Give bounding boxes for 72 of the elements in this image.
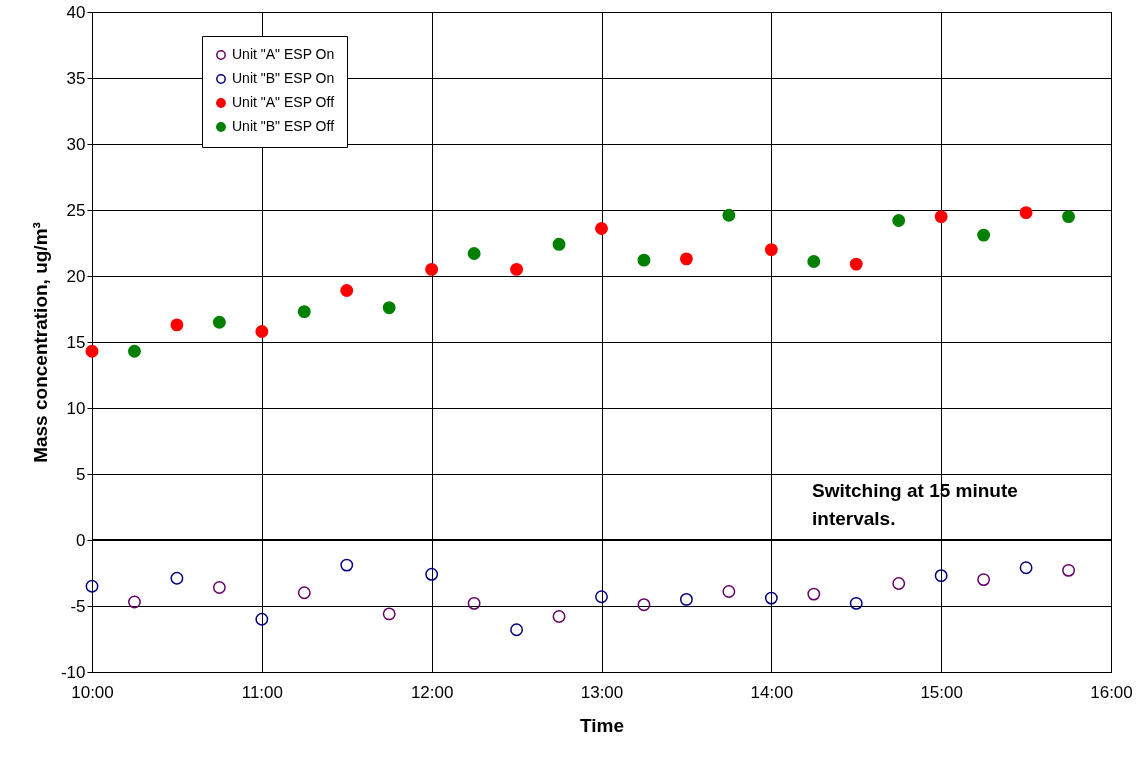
point	[255, 325, 269, 338]
point	[722, 208, 736, 222]
point	[679, 592, 693, 606]
point	[722, 585, 736, 598]
y-tick-label: 10	[66, 398, 86, 418]
y-tick-label: 40	[66, 2, 86, 22]
point	[807, 587, 821, 601]
x-tick-label: 16:00	[1090, 682, 1133, 702]
point	[340, 284, 354, 297]
x-axis-title: Time	[579, 714, 625, 736]
point	[340, 558, 354, 572]
point	[849, 596, 863, 610]
legend-label: Unit "B" ESP On	[232, 70, 335, 86]
y-tick-label: 35	[66, 68, 86, 88]
point	[212, 315, 226, 329]
point	[934, 210, 948, 224]
y-tick-label: 5	[76, 464, 86, 484]
point	[510, 262, 524, 276]
point	[382, 301, 396, 315]
point	[170, 318, 184, 332]
x-tick-label: 12:00	[410, 682, 454, 702]
y-tick-label: -5	[70, 596, 86, 616]
point	[892, 577, 906, 590]
point	[85, 579, 99, 593]
point	[212, 581, 226, 594]
legend-label: Unit "B" ESP Off	[232, 118, 335, 134]
point	[977, 573, 991, 587]
point	[170, 571, 184, 585]
point	[382, 607, 396, 621]
point	[467, 247, 481, 260]
y-tick-label: -10	[60, 662, 86, 682]
x-tick-label: 13:00	[580, 682, 624, 702]
point	[552, 610, 566, 623]
point	[1062, 210, 1075, 224]
point	[849, 257, 863, 271]
y-tick-label: 15	[66, 332, 86, 352]
point	[595, 222, 608, 235]
point	[1019, 206, 1033, 220]
point	[977, 228, 991, 242]
y-tick-label: 25	[66, 200, 86, 220]
point	[425, 567, 439, 581]
point	[892, 214, 906, 227]
point	[297, 305, 311, 319]
point	[595, 590, 608, 604]
point	[1019, 561, 1033, 575]
point	[679, 252, 693, 266]
point	[552, 237, 566, 251]
point	[85, 344, 99, 358]
point	[467, 596, 481, 610]
point	[637, 598, 651, 612]
point	[807, 255, 821, 268]
x-tick-label: 11:00	[241, 682, 283, 702]
point	[510, 623, 524, 637]
point	[128, 344, 141, 358]
y-tick-label: 30	[66, 134, 86, 154]
x-tick-label: 10:00	[71, 682, 114, 702]
x-tick-label: 14:00	[750, 682, 794, 702]
y-tick-label: 20	[66, 266, 86, 286]
point	[764, 591, 778, 605]
legend-label: Unit "A" ESP Off	[232, 94, 335, 110]
x-tick-label: 15:00	[920, 682, 963, 702]
point	[1062, 563, 1075, 577]
point	[255, 612, 269, 626]
point	[297, 586, 311, 600]
point	[425, 262, 439, 276]
point	[764, 243, 778, 257]
point	[637, 253, 651, 267]
point	[128, 595, 141, 609]
legend-label: Unit "A" ESP On	[232, 46, 335, 62]
y-tick-label: 0	[76, 530, 86, 550]
y-axis-title: Mass concentration, ug/m³	[29, 222, 51, 463]
point	[934, 569, 948, 583]
